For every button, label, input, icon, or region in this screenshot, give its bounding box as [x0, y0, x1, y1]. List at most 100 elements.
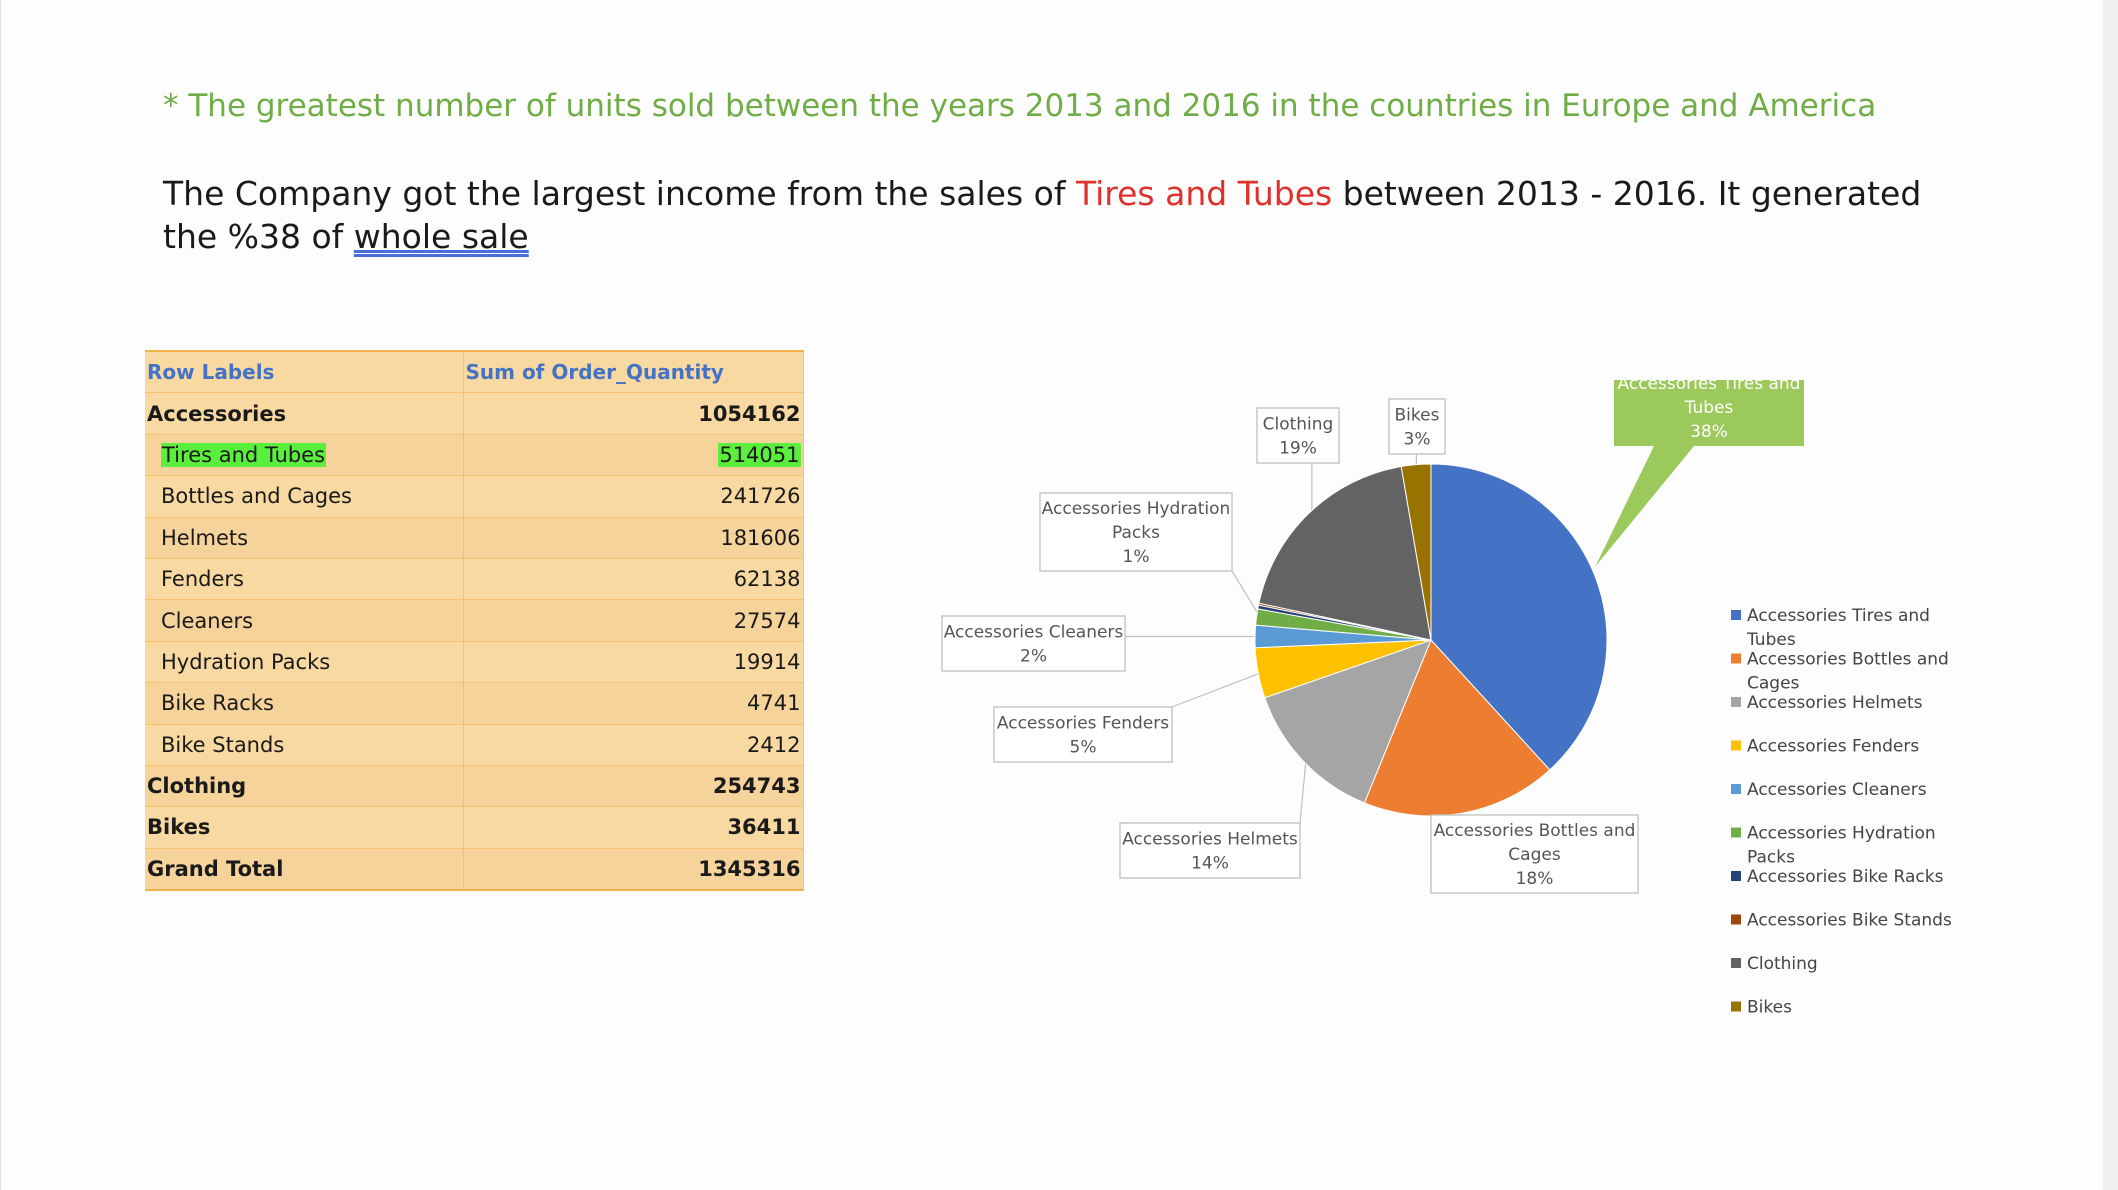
row-label-cell[interactable]: Cleaners [145, 599, 464, 642]
row-label-cell[interactable]: Clothing [145, 765, 464, 808]
pie-slice[interactable] [1430, 463, 1608, 771]
row-value-cell[interactable]: 27574 [463, 599, 804, 642]
legend-swatch [1731, 914, 1741, 925]
callout-label: 2% [1020, 647, 1047, 667]
header-sum-order-quantity[interactable]: Sum of Order_Quantity [463, 350, 804, 394]
callout-label: Cages [1508, 845, 1561, 865]
table-row: Hydration Packs 19914 [145, 641, 804, 684]
row-label-cell[interactable]: Accessories [145, 392, 464, 435]
legend-label: Packs [1747, 848, 1795, 868]
callout-box[interactable] [1119, 822, 1301, 879]
legend-swatch [1731, 610, 1741, 620]
callout-label: Accessories Bottles and [1434, 821, 1636, 841]
row-value-cell[interactable]: 241726 [463, 475, 804, 518]
callout-pointer [1595, 446, 1694, 567]
row-value: 27574 [733, 608, 801, 633]
row-value-cell[interactable]: 62138 [463, 558, 804, 601]
legend-label: Accessories Bike Stands [1747, 911, 1952, 931]
table-row: Clothing 254743 [145, 765, 804, 808]
row-label-cell[interactable]: Bikes [145, 806, 464, 849]
row-label-cell[interactable]: Hydration Packs [145, 641, 464, 684]
callout-label: 14% [1191, 854, 1229, 874]
row-value: 62138 [733, 567, 801, 592]
pie-slice[interactable] [1258, 465, 1432, 641]
headline: * The greatest number of units sold betw… [163, 88, 1877, 124]
leader-line [1231, 570, 1261, 618]
row-value: 36411 [727, 815, 801, 840]
legend-swatch [1731, 958, 1741, 968]
window-edge [2103, 0, 2118, 1190]
row-label-cell[interactable]: Bike Racks [145, 682, 464, 725]
summary-highlight: Tires and Tubes [1075, 174, 1333, 213]
row-value: 514051 [718, 442, 801, 467]
row-label-cell[interactable]: Bike Stands [145, 724, 464, 766]
row-value-cell[interactable]: 254743 [463, 765, 804, 808]
callout-label: 3% [1404, 430, 1431, 450]
callout-label: Accessories Tires and [1618, 380, 1801, 394]
table-row: Fenders 62138 [145, 558, 804, 601]
table-row: Accessories 1054162 [145, 392, 804, 435]
pie-chart: Accessories Tires and Tubes 38% Accessories… [941, 380, 1952, 1018]
row-label: Bike Racks [161, 691, 274, 716]
callout-label: Accessories Cleaners [944, 623, 1124, 643]
row-value-cell[interactable]: 1054162 [463, 392, 804, 435]
legend-label: Tubes [1746, 630, 1796, 650]
pie-slice[interactable] [1363, 639, 1551, 817]
row-label-cell[interactable]: Helmets [145, 517, 464, 559]
row-value: 1054162 [698, 401, 801, 426]
callout-label: Accessories Helmets [1122, 830, 1298, 850]
summary-text-2: between 2013 - 2016. It generated the %3… [163, 174, 1922, 256]
callout-box[interactable] [1614, 380, 1804, 446]
row-value-cell[interactable]: 4741 [463, 682, 804, 725]
leader-line [1299, 758, 1307, 824]
header-row-labels[interactable]: Row Labels [145, 350, 464, 394]
row-label: Accessories [147, 401, 287, 426]
row-label: Tires and Tubes [161, 442, 327, 467]
legend-label: Accessories Cleaners [1747, 780, 1927, 800]
leader-line [1171, 671, 1263, 708]
callout-box[interactable] [1430, 814, 1639, 894]
table-row: Bottles and Cages 241726 [145, 475, 804, 518]
legend-swatch [1731, 827, 1741, 838]
row-label: Bike Stands [161, 732, 285, 757]
row-label-cell[interactable]: Grand Total [145, 848, 464, 892]
callout-box[interactable] [941, 615, 1126, 672]
table-row: Tires and Tubes 514051 [145, 434, 804, 477]
legend-label: Cages [1747, 674, 1800, 694]
table-row: Bikes 36411 [145, 806, 804, 849]
pivot-header-row: Row Labels Sum of Order_Quantity [145, 350, 804, 394]
row-value-cell[interactable]: 36411 [463, 806, 804, 849]
callout-box[interactable] [1039, 492, 1233, 572]
row-value-cell[interactable]: 1345316 [463, 848, 804, 892]
row-label: Cleaners [161, 608, 254, 633]
row-value-cell[interactable]: 19914 [463, 641, 804, 684]
row-label-cell[interactable]: Bottles and Cages [145, 475, 464, 518]
leader-lines [1125, 454, 1462, 824]
row-label: Helmets [161, 525, 249, 550]
callout-box[interactable] [993, 706, 1173, 763]
legend-label: Accessories Hydration [1747, 824, 1936, 844]
pie-slice[interactable] [1264, 639, 1432, 804]
row-value-cell[interactable]: 514051 [463, 434, 804, 477]
row-value-cell[interactable]: 2412 [463, 724, 804, 766]
row-label-cell[interactable]: Fenders [145, 558, 464, 601]
callout-label: Packs [1112, 523, 1160, 543]
legend-swatch [1731, 1001, 1741, 1012]
legend-swatch [1731, 653, 1741, 664]
row-label: Hydration Packs [161, 649, 331, 674]
callout-box[interactable] [1256, 407, 1340, 464]
callout-label: Tubes [1684, 398, 1734, 418]
callout-box[interactable] [1388, 398, 1446, 455]
callout-label: 38% [1690, 422, 1728, 442]
row-value: 241726 [720, 484, 801, 509]
pie-slice[interactable] [1400, 463, 1432, 641]
row-value-cell[interactable]: 181606 [463, 517, 804, 559]
callout-label: 5% [1070, 738, 1097, 758]
callout-label: 19% [1279, 439, 1317, 459]
row-label-cell[interactable]: Tires and Tubes [145, 434, 464, 477]
row-value: 2412 [747, 732, 801, 757]
legend-label: Accessories Tires and [1747, 606, 1930, 626]
row-value: 181606 [720, 525, 801, 550]
legend-label: Bikes [1747, 998, 1792, 1018]
